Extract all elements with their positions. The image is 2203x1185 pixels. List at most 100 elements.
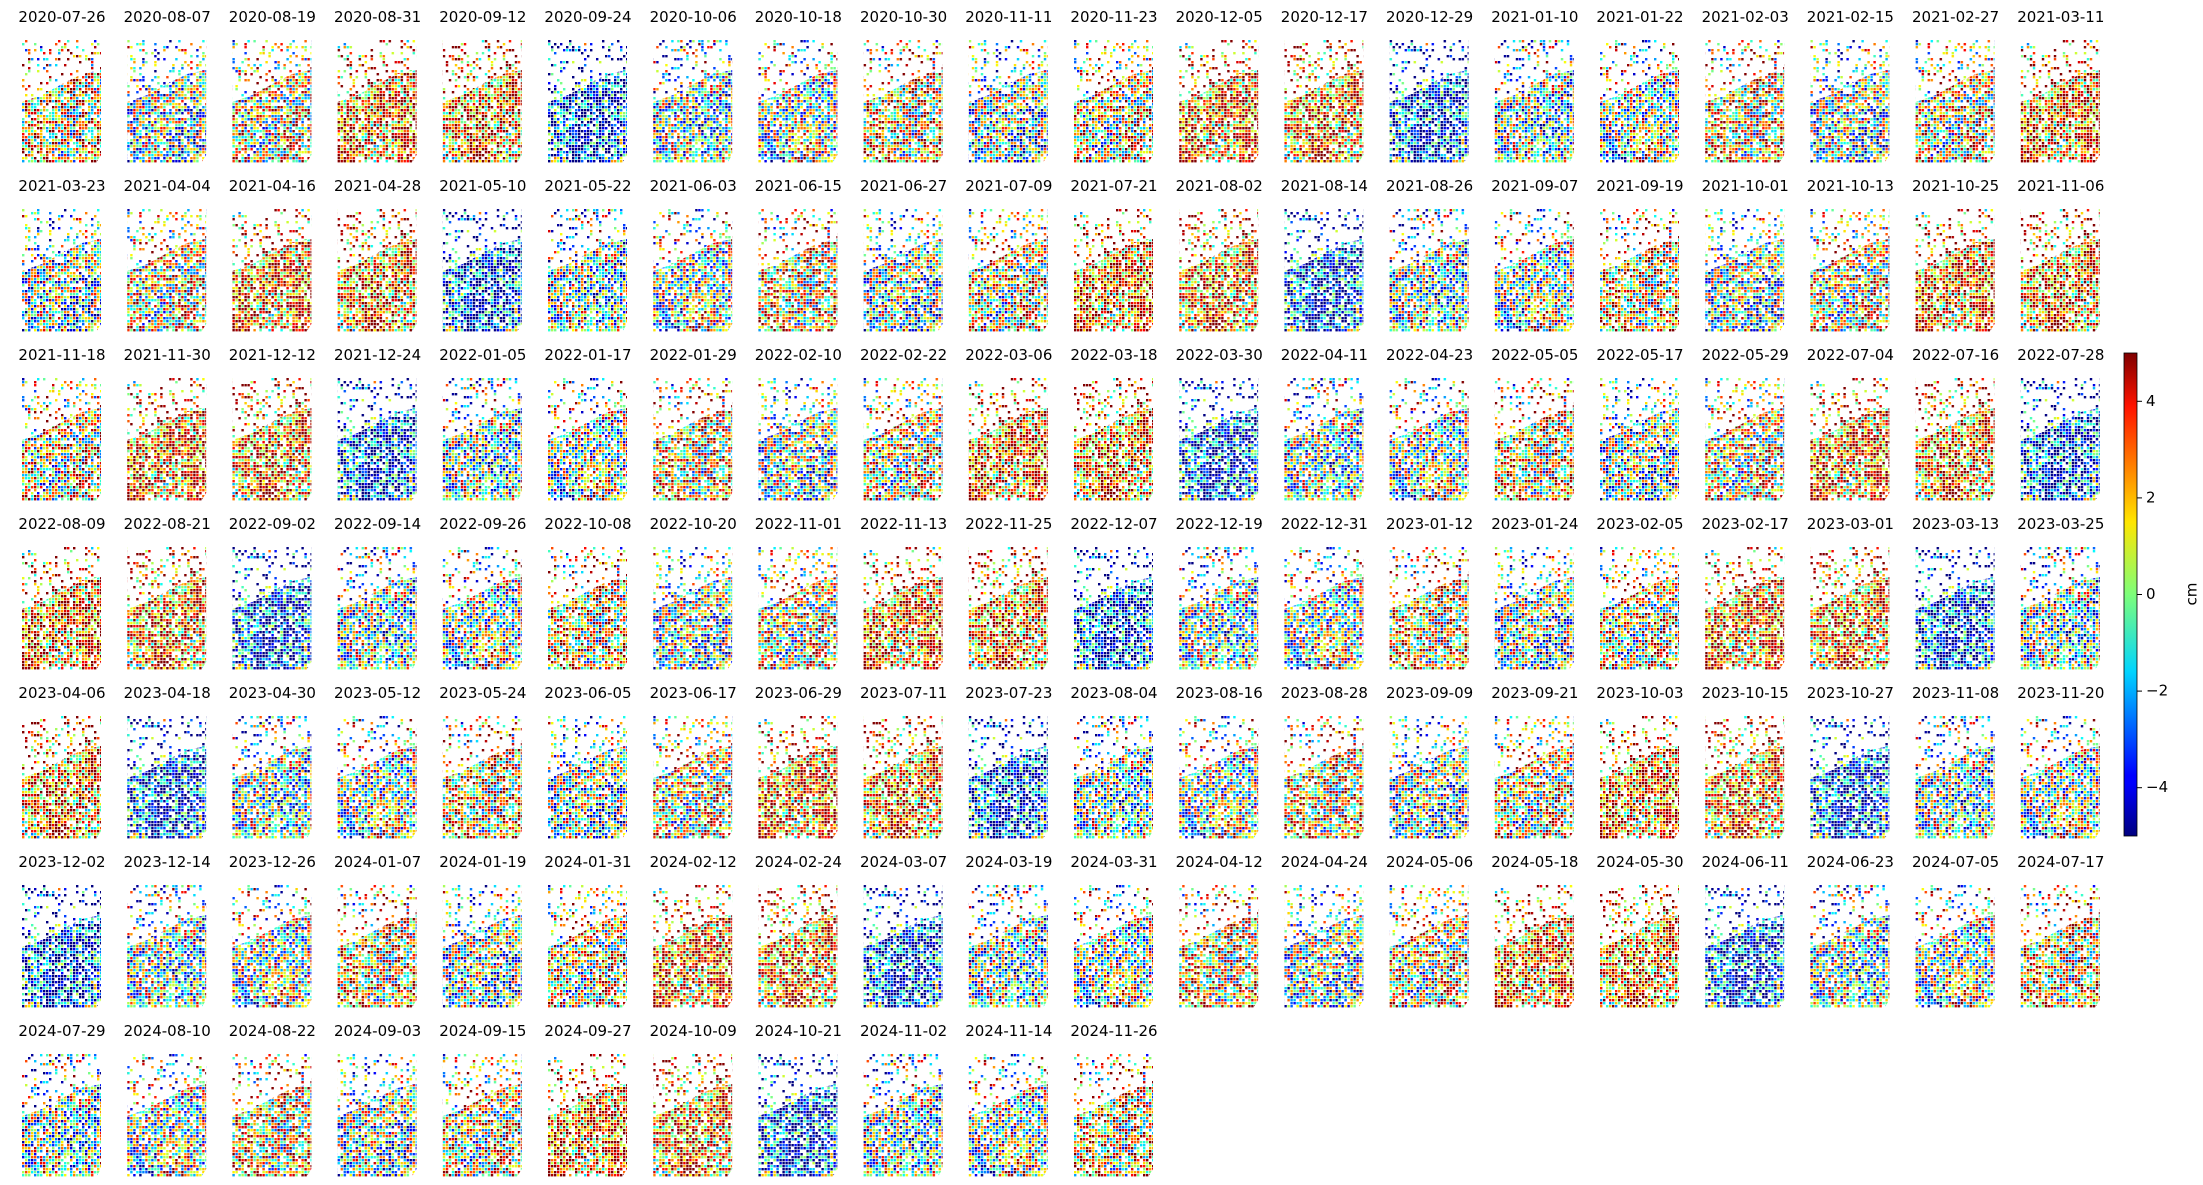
panel-title: 2023-08-28 [1281,684,1368,702]
map-panel [1810,209,1890,332]
map-sparse [653,378,733,440]
map-panel [758,716,838,839]
map-panel [127,378,207,501]
panel-title: 2021-02-15 [1807,8,1894,26]
map-panel [22,547,101,670]
map-panel [968,1054,1048,1177]
map-sparse [1074,1054,1153,1116]
map-sparse [1705,716,1785,778]
map-dense [1284,915,1364,1008]
map-sparse [1389,209,1469,271]
panel-title: 2022-05-05 [1491,346,1578,364]
map-panel [968,885,1048,1008]
panel-title: 2023-06-17 [650,684,737,702]
map-dense [22,1084,101,1177]
map-panel [337,547,417,670]
map-dense [2020,239,2100,332]
map-panel [232,378,312,501]
map-panel [1494,40,1574,163]
map-panel [1074,209,1153,332]
map-dense [1284,746,1364,839]
panel-title: 2023-08-04 [1070,684,1157,702]
map-sparse [127,547,207,609]
colorbar-label: cm [2183,583,2201,606]
map-panel [1705,40,1785,163]
map-panel [1074,40,1153,163]
map-dense [1915,239,1995,332]
map-sparse [1284,378,1364,440]
panel-title: 2024-06-23 [1807,853,1894,871]
panel-title: 2022-11-01 [755,515,842,533]
panel-title: 2022-08-09 [18,515,105,533]
panel-title: 2021-01-10 [1491,8,1578,26]
map-panel [1074,1054,1153,1177]
panel-title: 2024-09-03 [334,1022,421,1040]
map-panel [1389,378,1469,501]
map-sparse [1810,40,1890,102]
map-panel [1179,547,1259,670]
panel-title: 2022-12-19 [1176,515,1263,533]
map-panel [2020,885,2100,1008]
map-sparse [22,1054,101,1116]
panel-title: 2023-09-09 [1386,684,1473,702]
panel-title: 2022-02-22 [860,346,947,364]
map-panel [337,209,417,332]
panel-title: 2022-09-02 [229,515,316,533]
map-sparse [758,716,838,778]
map-panel [2020,547,2100,670]
map-sparse [127,716,207,778]
map-panel [1389,209,1469,332]
map-panel [1600,209,1679,332]
map-sparse [22,378,101,440]
map-panel [1494,716,1574,839]
panel-title: 2021-03-11 [2017,8,2104,26]
map-sparse [968,209,1048,271]
map-sparse [1600,547,1679,609]
map-panel [968,209,1048,332]
map-dense [548,239,627,332]
panel-title: 2021-10-25 [1912,177,1999,195]
panel-title: 2023-10-03 [1596,684,1683,702]
map-dense [758,1084,838,1177]
panel-title: 2021-11-30 [124,346,211,364]
map-panel [1179,40,1259,163]
map-sparse [1705,885,1785,947]
panel-title: 2021-11-18 [18,346,105,364]
map-sparse [1074,40,1153,102]
map-sparse [337,1054,417,1116]
map-dense [1179,239,1259,332]
map-dense [653,577,733,670]
map-dense [1284,70,1364,163]
map-dense [1915,70,1995,163]
panel-title: 2020-10-18 [755,8,842,26]
map-sparse [1600,209,1679,271]
map-dense [1179,408,1259,501]
map-sparse [2020,40,2100,102]
map-sparse [232,547,312,609]
map-panel [1600,885,1679,1008]
map-dense [653,70,733,163]
panel-title: 2020-07-26 [18,8,105,26]
map-dense [1705,408,1785,501]
panel-title: 2024-10-09 [650,1022,737,1040]
map-dense [758,239,838,332]
map-panel [1179,716,1259,839]
map-dense [968,1084,1048,1177]
panel-title: 2020-08-07 [124,8,211,26]
map-panel [127,547,207,670]
map-sparse [1810,885,1890,947]
map-panel [1705,716,1785,839]
map-sparse [1810,378,1890,440]
map-sparse [1705,547,1785,609]
map-dense [2020,70,2100,163]
map-panel [653,209,733,332]
map-panel [968,716,1048,839]
map-sparse [337,885,417,947]
panel-title: 2022-05-17 [1596,346,1683,364]
map-dense [758,408,838,501]
map-dense [1915,577,1995,670]
panel-title: 2021-09-19 [1596,177,1683,195]
map-sparse [22,716,101,778]
map-panel [1915,885,1995,1008]
map-dense [968,408,1048,501]
